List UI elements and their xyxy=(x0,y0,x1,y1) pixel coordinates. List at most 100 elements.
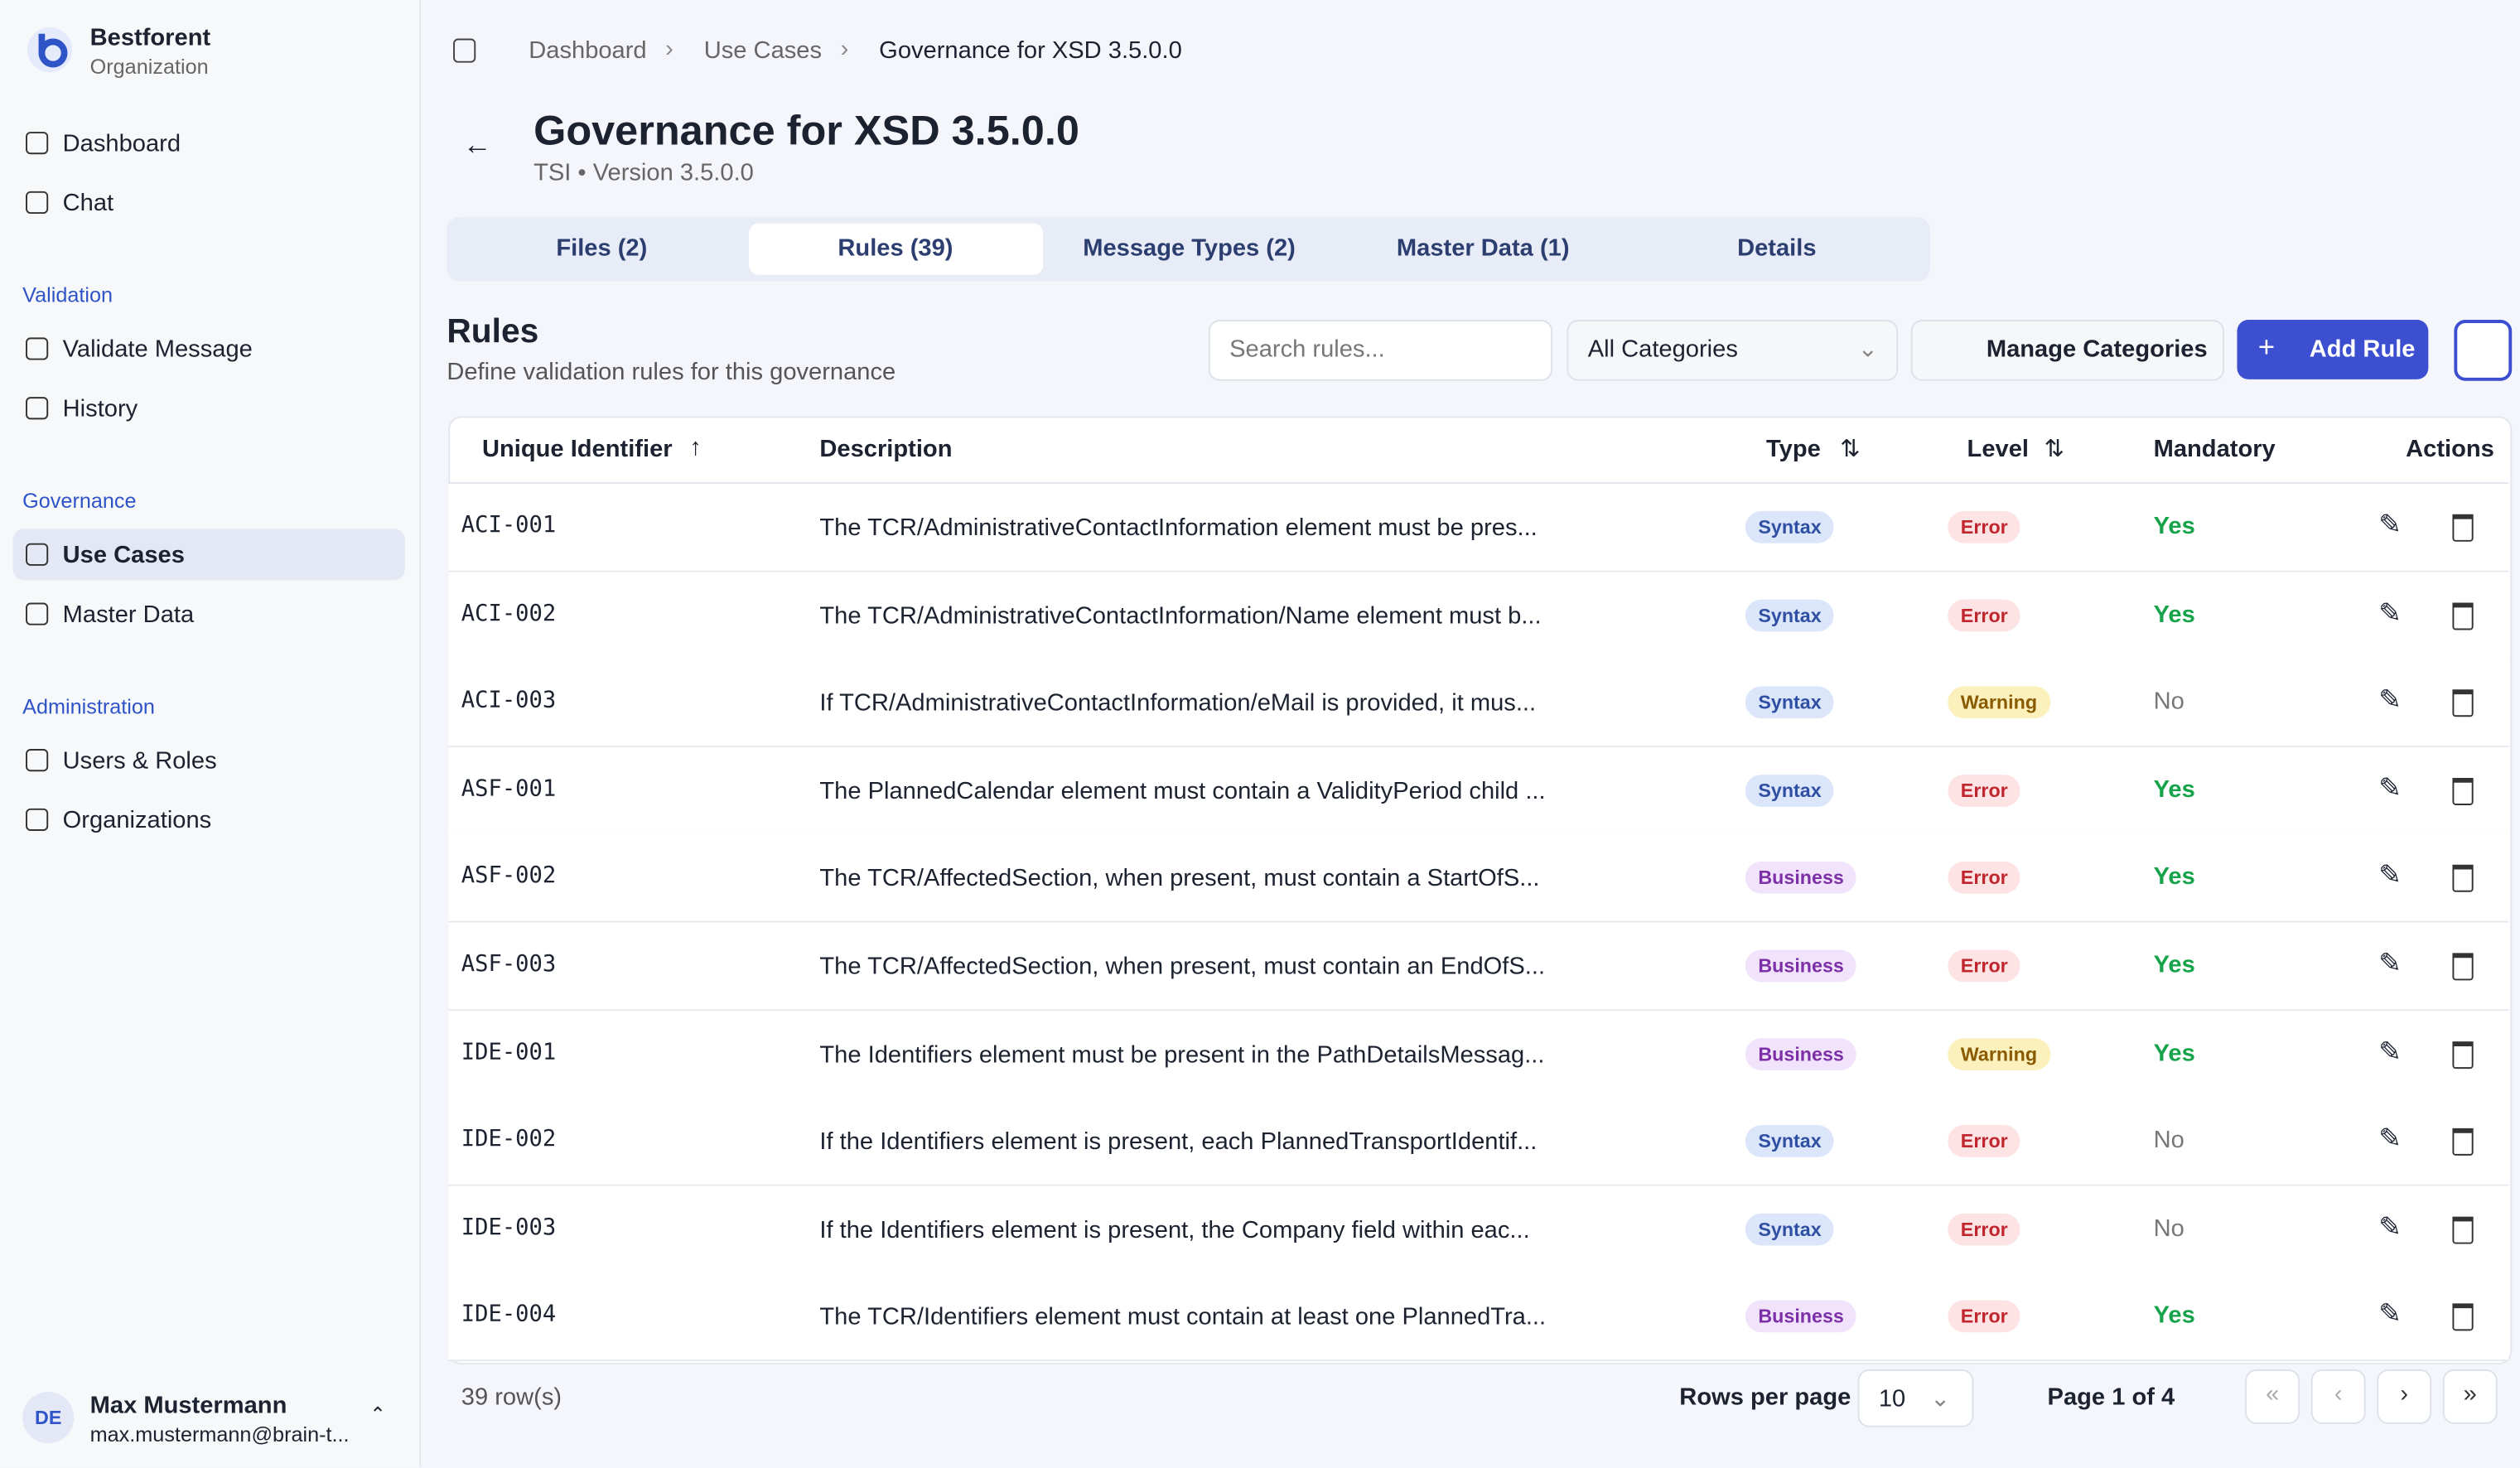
rule-description: The PlannedCalendar element must contain… xyxy=(819,777,1546,805)
search-input[interactable]: Search rules... xyxy=(1208,320,1553,381)
nav-label: Users & Roles xyxy=(62,747,217,775)
edit-button[interactable]: ✎ xyxy=(2378,1299,2402,1330)
rule-id: ACI-003 xyxy=(461,688,557,714)
page-title: Governance for XSD 3.5.0.0 xyxy=(533,106,1079,155)
manage-categories-button[interactable]: Manage Categories xyxy=(1910,320,2224,381)
first-page[interactable]: « xyxy=(2245,1369,2300,1424)
nav-item[interactable]: Organizations xyxy=(13,794,405,845)
nav-group-title: Validation xyxy=(22,282,113,307)
rule-description: The TCR/Identifiers element must contain… xyxy=(819,1304,1547,1332)
delete-button[interactable] xyxy=(2452,865,2474,893)
edit-button[interactable]: ✎ xyxy=(2378,948,2402,979)
level-badge: Error xyxy=(1948,774,2021,807)
row-count: 39 row(s) xyxy=(461,1383,562,1412)
column-header[interactable]: Unique Identifier xyxy=(482,435,673,463)
rule-id: ACI-001 xyxy=(461,512,557,538)
column-header: Actions xyxy=(2406,435,2494,463)
delete-button[interactable] xyxy=(2452,953,2474,981)
delete-button[interactable] xyxy=(2452,1216,2474,1244)
delete-button[interactable] xyxy=(2452,1128,2474,1157)
nav-item[interactable]: Use Cases xyxy=(12,529,405,581)
rule-description: If the Identifiers element is present, t… xyxy=(819,1216,1530,1244)
mandatory: Yes xyxy=(2153,1302,2195,1330)
edit-button[interactable]: ✎ xyxy=(2378,860,2402,891)
breadcrumb-item[interactable]: Dashboard xyxy=(529,36,647,65)
edit-button[interactable]: ✎ xyxy=(2378,1211,2402,1243)
table-row: ASF-002 The TCR/AffectedSection, when pre… xyxy=(448,834,2509,924)
type-badge: Business xyxy=(1745,862,1857,895)
add-rule-button[interactable]: + Add Rule xyxy=(2237,320,2429,379)
edit-button[interactable]: ✎ xyxy=(2378,509,2402,540)
type-badge: Syntax xyxy=(1745,1213,1835,1246)
tab[interactable]: Details xyxy=(1737,234,1817,263)
breadcrumb-item[interactable]: Use Cases xyxy=(703,36,823,65)
type-badge: Syntax xyxy=(1745,598,1835,631)
nav-item[interactable]: Master Data xyxy=(13,588,405,640)
tab[interactable]: Rules (39) xyxy=(748,223,1043,275)
tab[interactable]: Master Data (1) xyxy=(1396,234,1570,263)
rule-id: ACI-002 xyxy=(461,600,557,626)
nav-label: Master Data xyxy=(62,601,195,629)
level-badge: Error xyxy=(1948,949,2021,983)
rows-per-page-select[interactable]: 10 ⌄ xyxy=(1857,1369,1974,1427)
level-badge: Warning xyxy=(1948,686,2050,719)
rule-description: The TCR/AdministrativeContactInformation… xyxy=(819,514,1538,542)
column-header[interactable]: Type xyxy=(1766,435,1821,463)
nav-item[interactable]: Dashboard xyxy=(13,118,405,169)
column-settings-button[interactable] xyxy=(2454,320,2513,381)
delete-button[interactable] xyxy=(2452,1041,2474,1069)
edit-button[interactable]: ✎ xyxy=(2378,772,2402,804)
sidebar-toggle[interactable] xyxy=(453,38,476,63)
breadcrumb-separator: › xyxy=(665,35,673,63)
nav-item[interactable]: History xyxy=(13,383,405,434)
rule-id: IDE-001 xyxy=(461,1039,557,1065)
edit-button[interactable]: ✎ xyxy=(2378,684,2402,716)
level-badge: Error xyxy=(1948,1301,2021,1334)
page-subtitle: TSI • Version 3.5.0.0 xyxy=(533,159,754,187)
category-select[interactable]: All Categories ⌄ xyxy=(1567,320,1899,381)
next-page[interactable]: › xyxy=(2377,1369,2432,1424)
sort-icon: ⇅ xyxy=(1840,435,1861,463)
delete-button[interactable] xyxy=(2452,689,2474,717)
nav-item[interactable]: Users & Roles xyxy=(13,735,405,786)
edit-button[interactable]: ✎ xyxy=(2378,1036,2402,1067)
sort-icon: ⇅ xyxy=(2044,435,2065,463)
type-badge: Syntax xyxy=(1745,1125,1835,1158)
delete-button[interactable] xyxy=(2452,777,2474,805)
rules-title: Rules xyxy=(447,313,539,350)
nav-label: Use Cases xyxy=(62,541,185,569)
column-header[interactable]: Level xyxy=(1967,435,2029,463)
mandatory: No xyxy=(2153,688,2184,716)
nav-item[interactable]: Chat xyxy=(13,176,405,228)
level-badge: Error xyxy=(1948,862,2021,895)
nav-label: Chat xyxy=(62,189,114,217)
rule-description: If the Identifiers element is present, e… xyxy=(819,1128,1538,1157)
tab[interactable]: Message Types (2) xyxy=(1083,234,1296,263)
user-menu[interactable]: ⌃ xyxy=(369,1403,386,1426)
delete-button[interactable] xyxy=(2452,514,2474,542)
delete-button[interactable] xyxy=(2452,601,2474,630)
tab[interactable]: Files (2) xyxy=(556,234,648,263)
nav-group-title: Administration xyxy=(22,694,155,719)
sidebar: Bestforent Organization DE Max Musterman… xyxy=(0,0,422,1468)
rule-description: The TCR/AffectedSection, when present, m… xyxy=(819,865,1540,893)
delete-button[interactable] xyxy=(2452,1304,2474,1332)
category-value: All Categories xyxy=(1587,336,1738,364)
table-row: ACI-003 If TCR/AdministrativeContactInfor… xyxy=(448,659,2509,748)
last-page[interactable]: » xyxy=(2442,1369,2498,1424)
rule-id: ASF-002 xyxy=(461,863,557,890)
edit-button[interactable]: ✎ xyxy=(2378,596,2402,628)
nav-label: Organizations xyxy=(62,806,212,834)
org-type: Organization xyxy=(89,54,209,80)
rows-per-page-label: Rows per page xyxy=(1679,1383,1851,1412)
column-header[interactable]: Mandatory xyxy=(2153,435,2276,463)
type-badge: Syntax xyxy=(1745,686,1835,719)
edit-button[interactable]: ✎ xyxy=(2378,1123,2402,1155)
rule-description: The TCR/AffectedSection, when present, m… xyxy=(819,953,1546,981)
prev-page[interactable]: ‹ xyxy=(2310,1369,2366,1424)
level-badge: Error xyxy=(1948,1125,2021,1158)
column-header: Description xyxy=(819,435,953,463)
nav-item[interactable]: Validate Message xyxy=(13,323,405,374)
back-button[interactable]: ← xyxy=(462,128,492,161)
